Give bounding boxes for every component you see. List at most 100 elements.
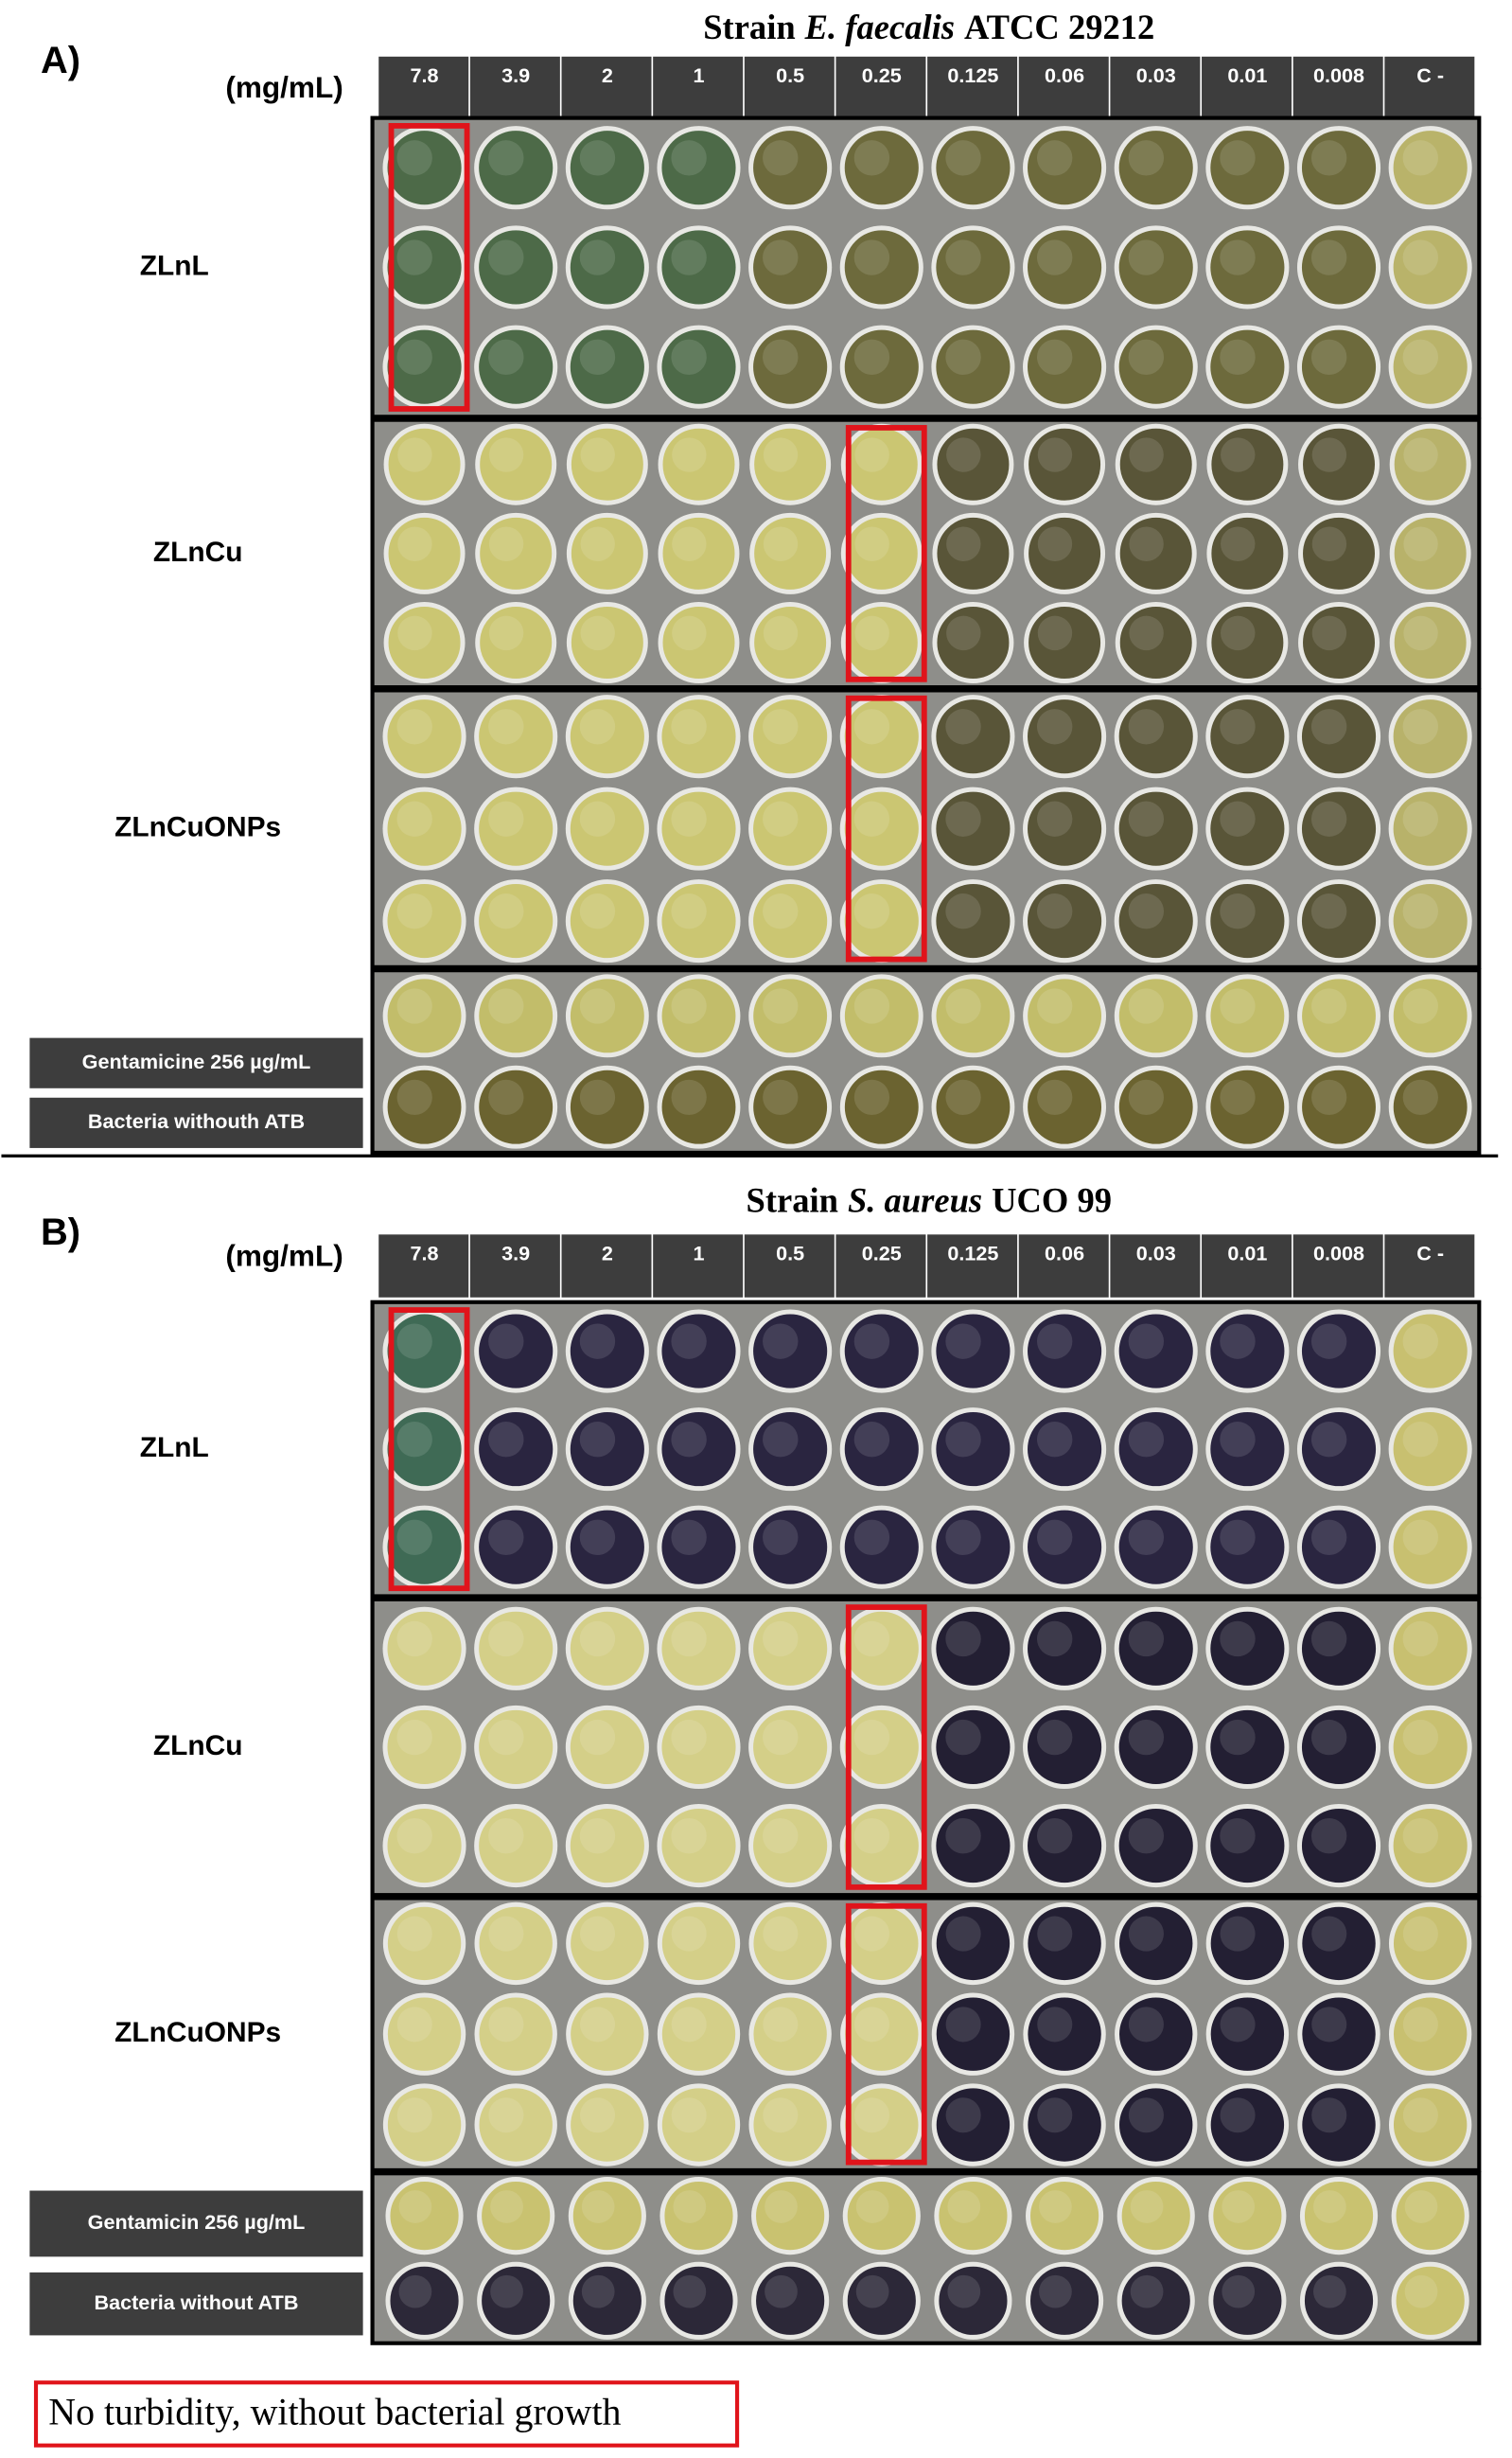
well-highlight [1402, 1818, 1438, 1854]
well [565, 325, 649, 409]
well-highlight [945, 1519, 981, 1555]
well [1023, 1992, 1106, 2076]
well-highlight [396, 140, 432, 176]
well-highlight [396, 1719, 432, 1756]
well [1023, 225, 1107, 309]
well-highlight [1313, 2190, 1346, 2223]
panel-label: A) [41, 40, 80, 81]
well [931, 1901, 1015, 1986]
well [1205, 1705, 1290, 1790]
well [657, 225, 741, 309]
well-highlight [1128, 1422, 1165, 1458]
well-highlight [853, 709, 890, 745]
well-highlight [488, 437, 524, 472]
well-highlight [671, 1818, 707, 1854]
well [565, 695, 649, 779]
well-highlight [1220, 239, 1256, 275]
well-highlight [1221, 437, 1256, 472]
header-cell [653, 56, 744, 118]
group-label: ZLnCuONPs [114, 812, 281, 843]
well [475, 423, 557, 505]
well [1024, 602, 1106, 683]
well-highlight [1402, 709, 1438, 745]
well-highlight [1313, 2274, 1346, 2308]
well [748, 1065, 833, 1149]
well [1205, 1992, 1290, 2076]
well [657, 1309, 741, 1393]
well [1389, 602, 1471, 683]
well-highlight [854, 615, 889, 651]
well [839, 1065, 923, 1149]
well-highlight [763, 709, 799, 745]
concentration-label: 0.008 [1313, 1242, 1364, 1265]
well-highlight [1129, 437, 1164, 472]
well [840, 512, 923, 594]
well-highlight [1402, 2007, 1438, 2042]
well-highlight [579, 893, 616, 929]
header-cell [835, 1234, 926, 1298]
well [474, 1705, 558, 1790]
well [839, 225, 923, 309]
well-highlight [1221, 615, 1256, 651]
well-highlight [1402, 1079, 1438, 1116]
well [931, 225, 1015, 309]
well [839, 974, 923, 1058]
well [1115, 1901, 1198, 1986]
well [748, 2083, 832, 2166]
well-highlight [672, 437, 707, 472]
well-highlight [1128, 709, 1165, 745]
well [1205, 1804, 1290, 1888]
well-highlight [1311, 437, 1347, 472]
well [932, 512, 1014, 594]
well-highlight [671, 1323, 707, 1359]
control-label: Bacteria without ATB [95, 2290, 299, 2314]
well-highlight [763, 801, 799, 837]
well-highlight [945, 801, 981, 837]
group-label: ZLnL [140, 1432, 209, 1463]
control-label-box [29, 1097, 363, 1148]
well-highlight [396, 2007, 432, 2042]
header-cell [1202, 1234, 1292, 1298]
concentration-label: 1 [693, 1242, 704, 1265]
well-highlight [579, 1620, 616, 1657]
well [1205, 1309, 1290, 1393]
well-highlight [1402, 1422, 1438, 1458]
well [657, 1407, 741, 1492]
well [1391, 2261, 1469, 2340]
well [839, 1505, 923, 1589]
well-highlight [1404, 2190, 1438, 2223]
well [474, 325, 558, 409]
well [566, 602, 648, 683]
well-highlight [1128, 988, 1165, 1024]
header-cell [1384, 56, 1475, 118]
well [1388, 1065, 1472, 1149]
well [1388, 1407, 1472, 1492]
well [474, 695, 558, 779]
well-highlight [1128, 140, 1165, 176]
well [1114, 879, 1198, 964]
well-highlight [1036, 339, 1073, 376]
well-highlight [671, 1079, 707, 1116]
well-highlight [672, 615, 707, 651]
control-label-box [29, 2272, 363, 2336]
well [931, 879, 1015, 964]
well [382, 2083, 466, 2166]
well [474, 225, 558, 309]
well [565, 787, 649, 871]
well-highlight [1220, 801, 1256, 837]
title-species: S. aureus [848, 1181, 982, 1220]
well-highlight [1220, 988, 1256, 1024]
well-highlight [945, 988, 981, 1024]
well [1206, 423, 1289, 505]
well-highlight [853, 239, 890, 275]
well [565, 1804, 649, 1888]
well [1114, 225, 1198, 309]
well-highlight [580, 615, 615, 651]
well-highlight [1404, 2274, 1438, 2308]
well-highlight [579, 1422, 616, 1458]
well [1116, 2177, 1195, 2255]
well [931, 126, 1015, 210]
well [474, 1804, 558, 1888]
well-highlight [1128, 1916, 1164, 1952]
well-highlight [1129, 615, 1164, 651]
